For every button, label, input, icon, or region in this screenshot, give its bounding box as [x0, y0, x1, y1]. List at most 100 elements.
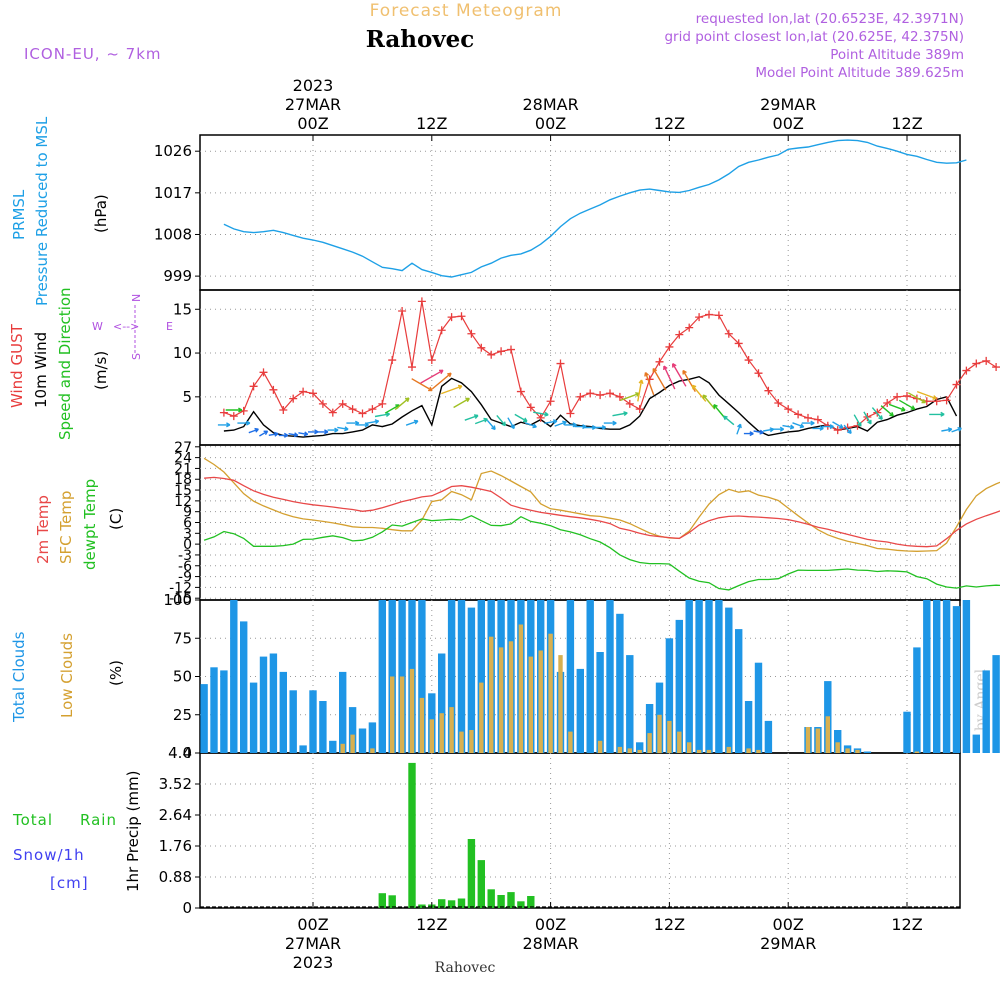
- wind-direction-arrow: [832, 421, 844, 429]
- sfc-temp-line: [203, 457, 1000, 552]
- grid-point-coords: grid point closest lon,lat (20.625E, 42.…: [664, 29, 964, 45]
- model-label: ICON-EU, ~ 7km: [24, 45, 162, 63]
- wind-direction-arrow: [723, 415, 735, 426]
- total-cloud-bar: [447, 600, 456, 753]
- gust-marker: [992, 363, 1000, 372]
- wind-unit: (m/s): [92, 351, 110, 390]
- total-cloud-bar: [675, 619, 683, 753]
- y-tick-label: -12: [169, 580, 192, 596]
- gust-marker: [952, 380, 961, 389]
- low-cloud-bar: [597, 740, 603, 753]
- wind-direction-arrow: [736, 423, 742, 435]
- gust-marker: [566, 409, 575, 418]
- t2m-label: 2m Temp: [34, 495, 52, 564]
- low-cloud-bar: [409, 668, 415, 753]
- gust-marker: [576, 392, 585, 401]
- low-cloud-bar: [855, 749, 860, 753]
- rain-bar: [487, 889, 495, 908]
- low-cloud-bar: [340, 743, 345, 753]
- gust-marker: [338, 399, 347, 408]
- total-cloud-bar: [438, 653, 446, 753]
- wind-direction-arrow: [713, 404, 725, 418]
- low-cloud-bar: [914, 751, 920, 753]
- low-cloud-bar: [419, 697, 425, 753]
- gust-marker: [635, 405, 644, 414]
- gust-marker: [259, 368, 268, 377]
- bottom-time-label: 28MAR: [522, 934, 578, 953]
- total-cloud-bar: [249, 682, 258, 753]
- total-cloud-bar: [299, 745, 307, 753]
- wind-direction-arrow: [612, 411, 628, 417]
- y-tick-label: 12: [174, 494, 192, 510]
- low-cloud-bar: [558, 655, 563, 753]
- gust-marker: [457, 312, 466, 321]
- total-cloud-bar: [942, 600, 951, 753]
- wind-direction-arrow: [888, 403, 906, 412]
- low-cloud-bar: [498, 647, 504, 753]
- gust-marker: [655, 357, 664, 366]
- total-cloud-bar: [348, 707, 357, 753]
- svg-text:W: W: [92, 320, 103, 333]
- total-cloud-bar: [933, 600, 941, 753]
- gust-marker: [318, 399, 327, 408]
- wind-direction-arrow: [753, 429, 764, 435]
- plot-area: 99910081017102651015-15-12-9-6-303691215…: [154, 76, 1000, 972]
- total-cloud-bar: [576, 668, 584, 753]
- total-cloud-bar: [626, 655, 634, 753]
- rain-bar: [517, 901, 525, 908]
- forecast-title: Forecast Meteogram: [370, 1, 563, 21]
- gust-marker: [932, 397, 941, 406]
- compass-icon: N W <--> E S: [92, 294, 173, 360]
- gust-marker: [784, 405, 793, 414]
- total-cloud-bar: [616, 613, 624, 753]
- gust-marker: [903, 391, 911, 400]
- total-cloud-bar: [952, 606, 961, 753]
- gust-marker: [556, 359, 565, 368]
- y-tick-label: 27: [174, 440, 192, 456]
- bottom-time-label: 12Z: [654, 915, 685, 934]
- low-cloud-bar: [617, 746, 623, 753]
- rain-bar: [438, 899, 446, 908]
- gust-marker: [358, 409, 367, 418]
- top-time-label: 12Z: [654, 114, 685, 133]
- low-cloud-bar: [726, 746, 731, 753]
- gust-marker: [229, 412, 238, 421]
- gust-marker: [764, 386, 773, 395]
- wind-direction-arrow: [405, 419, 419, 426]
- y-tick-label: 4.4: [168, 744, 192, 762]
- gust-marker: [477, 343, 486, 352]
- gust-marker: [665, 342, 674, 351]
- wind-direction-arrow: [237, 420, 251, 426]
- low-cloud-bar: [835, 742, 840, 753]
- bottom-time-label: 00Z: [535, 915, 566, 934]
- wind10-label: 10m Wind: [32, 332, 50, 408]
- wind-direction-arrow: [384, 404, 400, 414]
- wind-direction-arrow: [278, 432, 289, 438]
- total-cloud-bar: [606, 600, 614, 753]
- gust-marker: [685, 323, 694, 332]
- gust-marker: [368, 405, 377, 414]
- gust-marker: [546, 397, 555, 406]
- low-cloud-bar: [489, 636, 494, 753]
- total-cloud-bar: [695, 600, 703, 753]
- rain-bar: [527, 896, 535, 908]
- low-cloud-bar: [350, 734, 355, 753]
- total-cloud-bar: [863, 751, 872, 753]
- total-cloud-bar: [339, 671, 347, 753]
- total-cloud-bar: [200, 684, 208, 753]
- wind-direction-arrow: [782, 424, 795, 430]
- gust-marker: [734, 339, 743, 348]
- wind-direction-arrow: [317, 429, 329, 435]
- y-tick-label: 0: [183, 537, 192, 553]
- total-cloud-bar: [259, 656, 268, 753]
- wind-direction-arrow: [603, 420, 617, 426]
- wind-direction-arrow: [564, 422, 577, 428]
- wind-direction-arrow: [941, 427, 953, 433]
- low-cloud-bar: [815, 728, 821, 753]
- y-tick-label: 75: [173, 629, 192, 647]
- gust-marker: [744, 356, 753, 365]
- y-tick-label: 5: [182, 388, 192, 406]
- wind-direction-arrow: [514, 413, 528, 423]
- low-cloud-bar: [657, 714, 662, 754]
